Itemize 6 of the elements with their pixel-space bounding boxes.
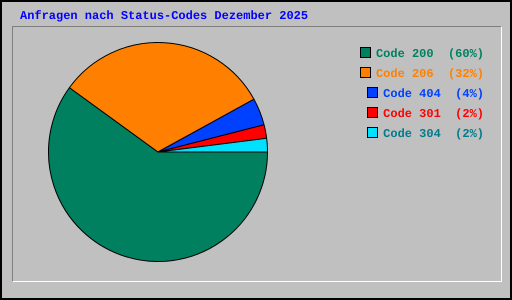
legend-label: Code 200 (60%)	[374, 46, 484, 63]
legend-label: Code 404 (4%)	[382, 86, 484, 103]
legend-label: Code 304 (2%)	[382, 126, 484, 143]
chart-title: Anfragen nach Status-Codes Dezember 2025	[20, 9, 308, 23]
legend-label: Code 301 (2%)	[382, 106, 484, 123]
legend-label: Code 206 (32%)	[374, 66, 484, 83]
